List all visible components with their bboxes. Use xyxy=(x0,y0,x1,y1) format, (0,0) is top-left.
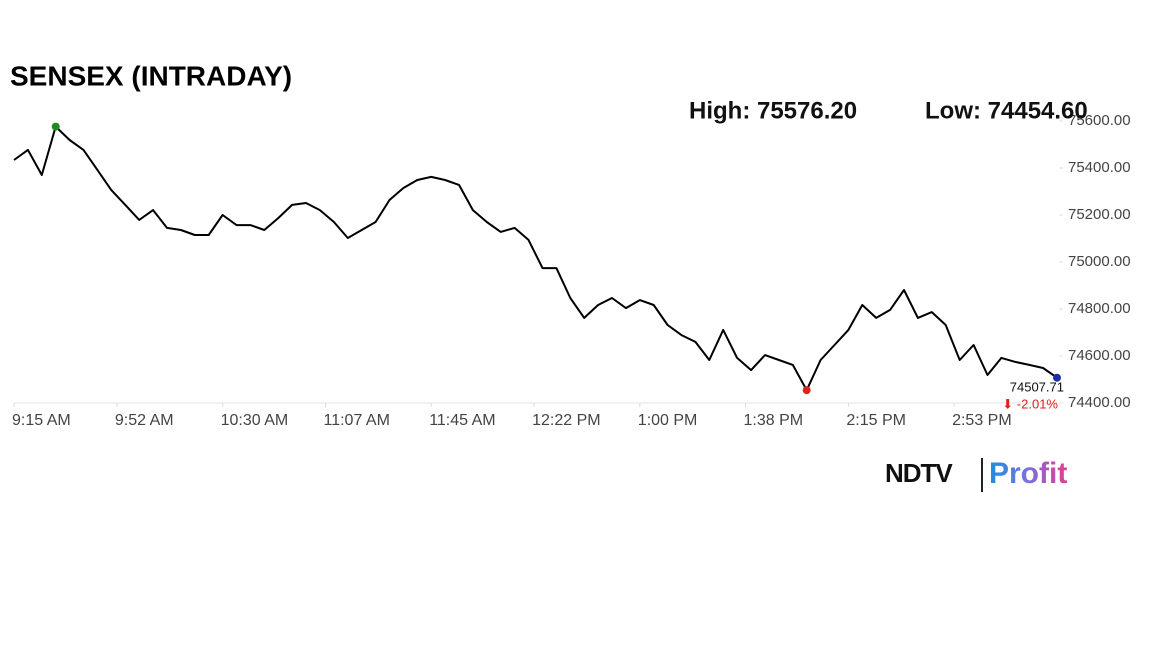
y-tick-label: 74400.00 xyxy=(1068,394,1131,411)
high-label: High: 75576.20 xyxy=(689,97,857,124)
chart-title: SENSEX (INTRADAY) xyxy=(10,60,292,91)
x-tick-label: 2:15 PM xyxy=(846,412,906,429)
x-tick-label: 9:15 AM xyxy=(12,412,71,429)
last-value-label: 74507.71 xyxy=(1010,379,1064,394)
x-tick-label: 9:52 AM xyxy=(115,412,174,429)
y-tick-label: 74600.00 xyxy=(1068,347,1131,364)
x-tick-label: 2:53 PM xyxy=(952,412,1012,429)
x-tick-label: 12:22 PM xyxy=(532,412,600,429)
marker-dot xyxy=(51,122,60,131)
y-tick-label: 75400.00 xyxy=(1068,159,1131,176)
y-tick-label: 75000.00 xyxy=(1068,253,1131,270)
x-tick-label: 1:00 PM xyxy=(638,412,698,429)
logo-product: Profit xyxy=(989,457,1067,490)
marker-dot xyxy=(802,386,811,395)
logo-brand: NDTV xyxy=(885,458,953,488)
price-line xyxy=(13,125,1058,392)
x-tick-label: 1:38 PM xyxy=(743,412,803,429)
low-label: Low: 74454.60 xyxy=(925,97,1088,124)
x-tick-label: 10:30 AM xyxy=(221,412,289,429)
y-tick-label: 75600.00 xyxy=(1068,112,1131,129)
y-tick-label: 75200.00 xyxy=(1068,206,1131,223)
x-tick-label: 11:07 AM xyxy=(324,412,390,429)
last-change-label: ⬇ -2.01% xyxy=(1002,396,1058,411)
x-tick-label: 11:45 AM xyxy=(429,412,495,429)
y-tick-label: 74800.00 xyxy=(1068,300,1131,317)
marker-dot xyxy=(1053,373,1061,382)
